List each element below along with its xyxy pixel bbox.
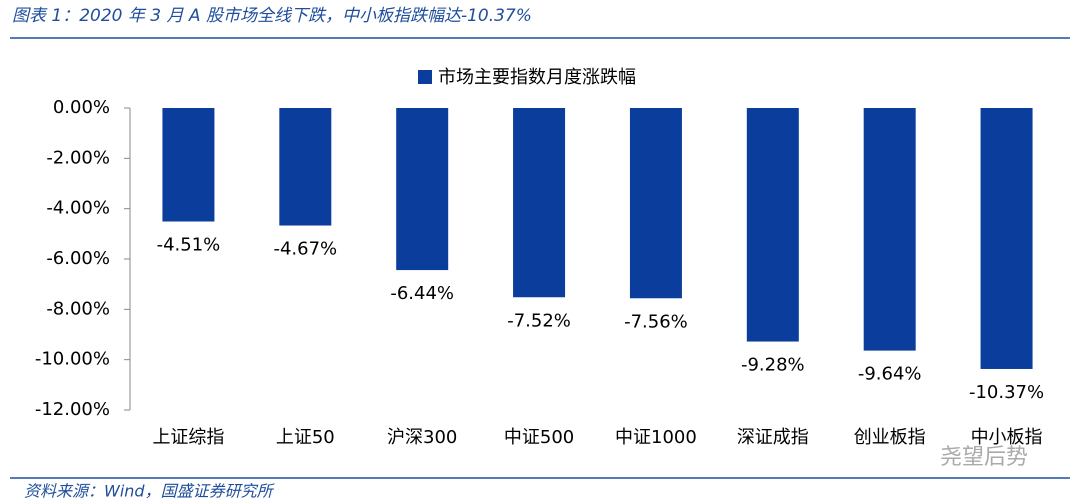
- bar: [629, 108, 682, 299]
- x-tick-label: 中证500: [504, 427, 574, 448]
- watermark: 尧望后势: [940, 445, 1028, 470]
- y-tick-label: -4.00%: [46, 198, 110, 219]
- data-label: -9.28%: [741, 355, 805, 376]
- y-tick-label: -8.00%: [46, 298, 110, 319]
- bar: [279, 108, 332, 226]
- bar: [980, 108, 1033, 369]
- x-tick-label: 中小板指: [971, 427, 1043, 448]
- x-tick-label: 沪深300: [387, 427, 457, 448]
- data-label: -4.51%: [157, 235, 221, 256]
- x-tick-label: 深证成指: [737, 427, 809, 448]
- bar: [746, 108, 799, 342]
- source: 资料来源：Wind，国盛证券研究所: [24, 482, 276, 501]
- data-label: -7.56%: [624, 311, 688, 332]
- x-tick-label: 中证1000: [615, 427, 697, 448]
- y-tick-label: -12.00%: [35, 399, 110, 420]
- y-tick-label: -10.00%: [35, 349, 110, 370]
- x-tick-label: 创业板指: [854, 427, 926, 448]
- data-label: -10.37%: [969, 382, 1044, 403]
- data-label: -7.52%: [507, 310, 571, 331]
- x-tick-label: 上证综指: [152, 427, 224, 448]
- data-label: -4.67%: [273, 239, 337, 260]
- chart-title: 图表 1：2020 年 3 月 A 股市场全线下跌，中小板指跌幅达-10.37%: [12, 6, 532, 26]
- legend-label: 市场主要指数月度涨跌幅: [438, 67, 636, 88]
- y-tick-label: 0.00%: [53, 97, 110, 118]
- bar: [396, 108, 449, 271]
- bar: [513, 108, 566, 298]
- data-label: -6.44%: [390, 283, 454, 304]
- y-tick-label: -6.00%: [46, 248, 110, 269]
- data-label: -9.64%: [858, 364, 922, 385]
- y-tick-label: -2.00%: [46, 147, 110, 168]
- x-tick-label: 上证50: [276, 427, 335, 448]
- legend-swatch: [418, 70, 432, 84]
- bar: [162, 108, 215, 222]
- bar: [863, 108, 916, 351]
